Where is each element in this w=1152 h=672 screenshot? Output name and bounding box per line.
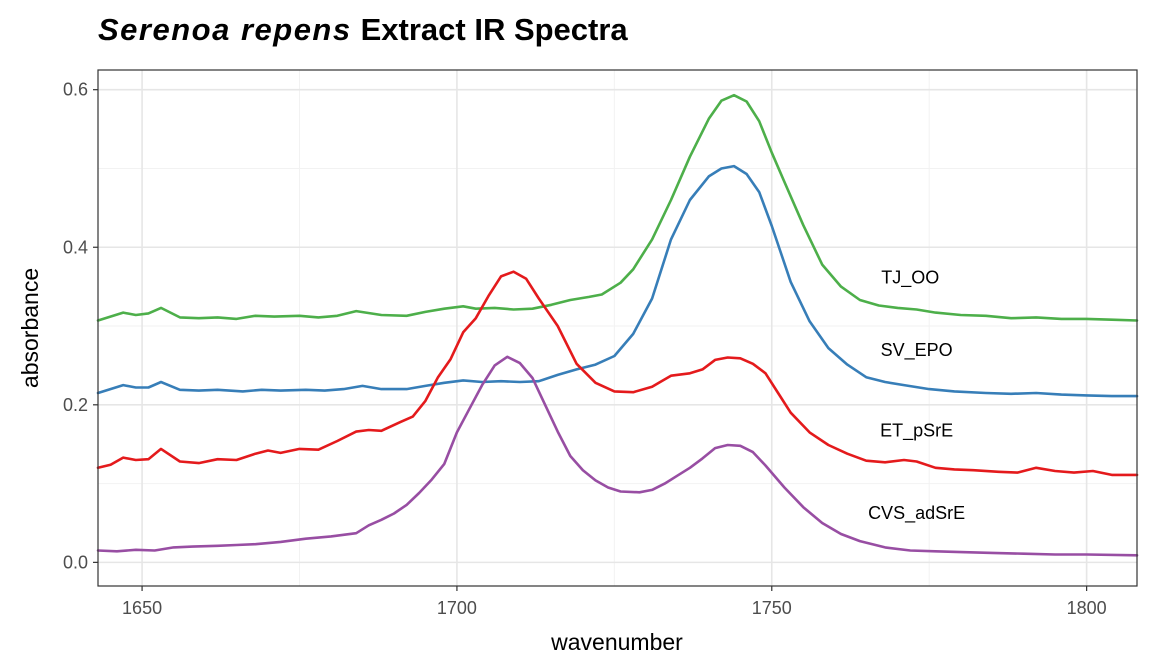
y-tick-label: 0.0	[63, 552, 88, 572]
y-tick-label: 0.6	[63, 80, 88, 100]
chart-title-rest: Extract IR Spectra	[361, 12, 629, 47]
chart-title-italic: Serenoa repens	[98, 12, 352, 47]
series-label-et-psre: ET_pSrE	[880, 420, 953, 441]
x-tick-label: 1700	[437, 598, 477, 618]
series-label-sv-epo: SV_EPO	[881, 340, 953, 361]
x-axis: 1650 1700 1750 1800	[122, 586, 1107, 618]
x-tick-label: 1750	[752, 598, 792, 618]
series-label-tj-oo: TJ_OO	[881, 267, 939, 288]
series-layer	[96, 93, 1139, 557]
series-labels: TJ_OO SV_EPO ET_pSrE CVS_adSrE	[868, 267, 965, 524]
x-tick-label: 1650	[122, 598, 162, 618]
series-line-et-psre	[96, 270, 1139, 477]
x-tick-label: 1800	[1067, 598, 1107, 618]
series-line-cvs-adsre	[96, 355, 1139, 557]
y-axis-label: absorbance	[17, 268, 43, 388]
chart-title: Serenoa repens Extract IR Spectra	[98, 12, 628, 47]
y-tick-label: 0.4	[63, 237, 88, 257]
series-label-cvs-adsre: CVS_adSrE	[868, 503, 965, 524]
y-tick-label: 0.2	[63, 395, 88, 415]
x-axis-label: wavenumber	[550, 629, 683, 655]
y-axis: 0.0 0.2 0.4 0.6	[63, 80, 98, 572]
series-line-sv-epo	[96, 164, 1139, 398]
series-line-tj-oo	[96, 93, 1139, 322]
panel-border	[97, 69, 1138, 587]
grid	[98, 70, 1137, 586]
